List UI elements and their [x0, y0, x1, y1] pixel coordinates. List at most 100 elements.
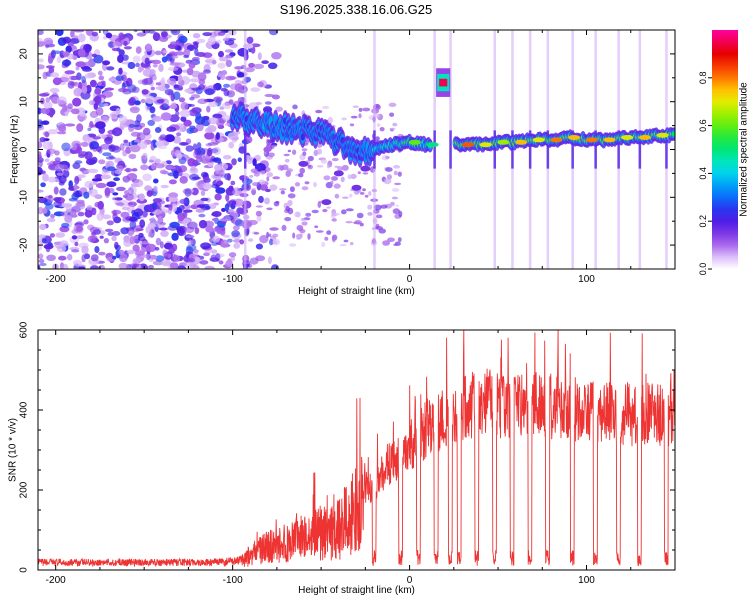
- faint-blob: [302, 151, 307, 156]
- noise-blob: [147, 223, 156, 228]
- noise-blob: [106, 166, 116, 172]
- colorbar-gradient-rect: [712, 30, 738, 269]
- noise-blob: [39, 253, 44, 259]
- noise-blob: [171, 203, 178, 213]
- noise-blob: [151, 163, 157, 170]
- noise-blob: [99, 235, 104, 239]
- noise-blob: [50, 72, 60, 78]
- noise-blob: [225, 75, 236, 81]
- noise-blob: [86, 205, 93, 212]
- noise-blob: [112, 41, 122, 48]
- faint-blob: [367, 204, 373, 210]
- noise-blob: [149, 106, 156, 114]
- noise-blob: [152, 198, 162, 203]
- faint-blob: [326, 164, 331, 169]
- faint-blob: [292, 104, 298, 110]
- faint-blob: [289, 186, 295, 193]
- noise-blob: [79, 112, 86, 117]
- noise-blob: [166, 126, 177, 132]
- noise-blob: [58, 175, 67, 184]
- noise-blob: [155, 163, 165, 169]
- noise-blob: [220, 73, 226, 81]
- noise-blob: [46, 148, 56, 155]
- noise-blob: [84, 209, 93, 218]
- faint-blob: [313, 182, 317, 188]
- noise-blob: [212, 228, 217, 232]
- noise-blob: [211, 158, 219, 162]
- faint-blob: [301, 221, 308, 226]
- noise-blob: [94, 88, 102, 95]
- noise-blob: [155, 255, 165, 262]
- faint-blob: [314, 225, 319, 228]
- faint-blob: [385, 167, 393, 172]
- faint-blob: [340, 176, 345, 183]
- noise-blob: [76, 123, 84, 132]
- noise-blob: [98, 159, 106, 165]
- y-tick-label: -20: [19, 237, 30, 252]
- faint-blob: [350, 173, 357, 179]
- noise-blob: [122, 88, 132, 95]
- noise-blob: [142, 210, 148, 218]
- faint-blob: [368, 191, 372, 196]
- noise-blob: [67, 103, 73, 110]
- faint-blob: [255, 101, 262, 105]
- noise-blob: [133, 30, 138, 33]
- noise-blob: [168, 192, 179, 199]
- noise-blob: [112, 192, 119, 196]
- noise-blob: [195, 208, 205, 213]
- faint-blob: [279, 188, 287, 191]
- noise-blob: [97, 200, 104, 210]
- noise-blob: [114, 169, 122, 175]
- faint-blob: [375, 136, 380, 141]
- noise-blob: [206, 149, 213, 157]
- noise-blob: [128, 153, 137, 160]
- noise-blob: [91, 156, 98, 164]
- faint-blob: [327, 116, 333, 124]
- noise-blob: [226, 173, 231, 181]
- noise-blob: [152, 115, 162, 122]
- noise-blob: [141, 241, 149, 245]
- noise-blob: [81, 85, 88, 94]
- y-tick-label: 0: [19, 146, 30, 152]
- isolated-blob: [321, 199, 332, 206]
- faint-blob: [364, 194, 369, 198]
- colorbar-tick-label: 0.4: [698, 167, 708, 180]
- noise-blob: [54, 150, 60, 156]
- noise-blob: [162, 249, 168, 257]
- noise-blob: [199, 260, 209, 265]
- faint-blob: [266, 138, 270, 146]
- noise-blob: [186, 244, 197, 251]
- noise-blob: [38, 197, 48, 204]
- ridge-hotspot: [532, 137, 545, 143]
- faint-blob: [286, 168, 293, 173]
- noise-blob: [192, 159, 199, 167]
- noise-blob: [257, 52, 262, 61]
- noise-blob: [81, 67, 93, 72]
- noise-blob: [160, 209, 169, 214]
- noise-blob: [150, 86, 155, 91]
- noise-blob: [127, 98, 135, 106]
- faint-blob: [330, 213, 336, 219]
- noise-blob: [149, 254, 158, 260]
- noise-blob: [141, 78, 149, 86]
- noise-blob: [183, 49, 191, 53]
- noise-blob: [53, 200, 62, 208]
- noise-blob: [200, 190, 206, 197]
- faint-blob: [283, 153, 290, 157]
- faint-blob: [397, 171, 402, 177]
- y-tick-label: -10: [19, 190, 30, 205]
- noise-blob: [145, 243, 157, 253]
- noise-blob: [200, 171, 209, 178]
- noise-blob: [210, 254, 217, 262]
- faint-blob: [315, 109, 323, 114]
- noise-blob: [212, 113, 223, 119]
- noise-blob: [176, 227, 185, 236]
- noise-blob: [257, 81, 264, 88]
- noise-blob: [228, 252, 237, 258]
- faint-blob: [334, 165, 340, 168]
- noise-blob: [168, 203, 173, 211]
- noise-blob: [162, 50, 168, 54]
- ridge-hotspot: [656, 132, 669, 138]
- noise-blob: [95, 121, 106, 129]
- faint-blob: [250, 168, 259, 174]
